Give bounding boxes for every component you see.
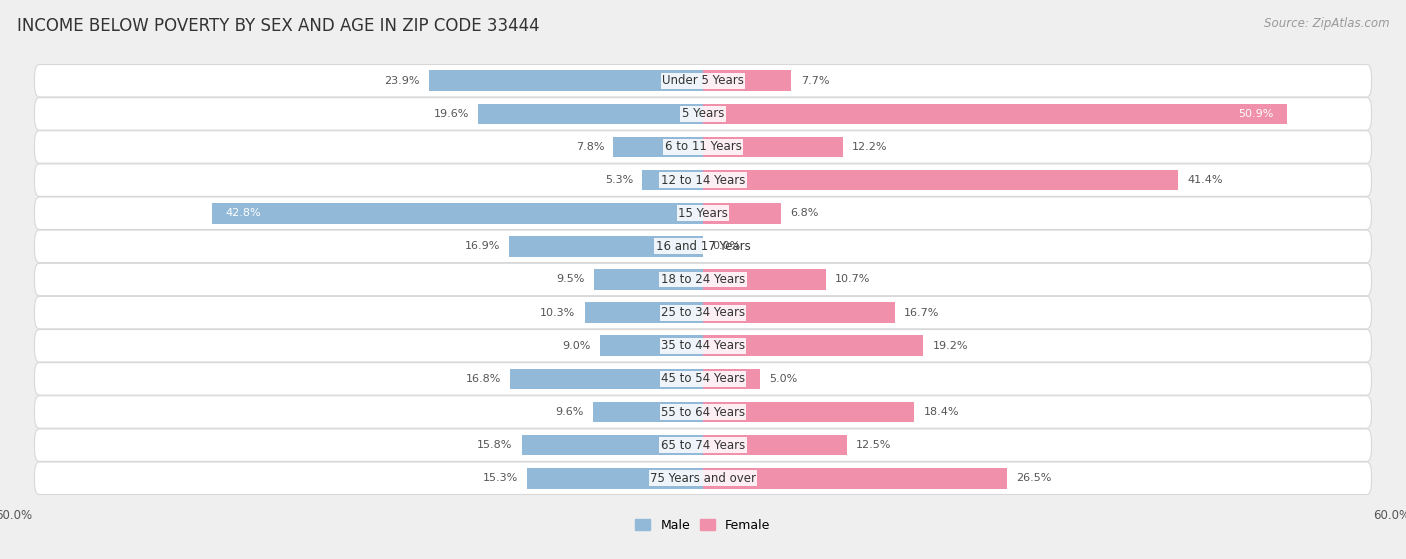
Bar: [703, 302, 894, 323]
Bar: [613, 137, 703, 157]
Text: 18 to 24 Years: 18 to 24 Years: [661, 273, 745, 286]
FancyBboxPatch shape: [35, 396, 1371, 428]
Bar: [585, 302, 703, 323]
Text: Under 5 Years: Under 5 Years: [662, 74, 744, 87]
Bar: [703, 70, 792, 91]
Bar: [703, 402, 914, 422]
Text: 6 to 11 Years: 6 to 11 Years: [665, 140, 741, 154]
Bar: [643, 170, 703, 191]
Bar: [703, 269, 825, 290]
FancyBboxPatch shape: [35, 429, 1371, 461]
Text: Source: ZipAtlas.com: Source: ZipAtlas.com: [1264, 17, 1389, 30]
Text: 9.6%: 9.6%: [555, 407, 583, 417]
Bar: [509, 236, 703, 257]
Bar: [703, 203, 782, 224]
Text: 65 to 74 Years: 65 to 74 Years: [661, 439, 745, 452]
Text: 18.4%: 18.4%: [924, 407, 959, 417]
Text: 16 and 17 Years: 16 and 17 Years: [655, 240, 751, 253]
FancyBboxPatch shape: [35, 98, 1371, 130]
Text: 5 Years: 5 Years: [682, 107, 724, 120]
Text: 9.5%: 9.5%: [557, 274, 585, 285]
FancyBboxPatch shape: [35, 230, 1371, 263]
Legend: Male, Female: Male, Female: [630, 514, 776, 537]
Bar: [478, 103, 703, 124]
Text: 9.0%: 9.0%: [562, 341, 591, 350]
Bar: [527, 468, 703, 489]
Text: 23.9%: 23.9%: [384, 75, 419, 86]
Text: 15.3%: 15.3%: [482, 473, 519, 484]
Bar: [593, 269, 703, 290]
Text: 0.0%: 0.0%: [713, 241, 741, 252]
Text: 35 to 44 Years: 35 to 44 Years: [661, 339, 745, 352]
FancyBboxPatch shape: [35, 329, 1371, 362]
Text: 12 to 14 Years: 12 to 14 Years: [661, 174, 745, 187]
Text: 19.2%: 19.2%: [932, 341, 969, 350]
Bar: [522, 435, 703, 456]
Text: 16.8%: 16.8%: [465, 374, 501, 384]
Bar: [703, 137, 844, 157]
Bar: [211, 203, 703, 224]
Bar: [703, 335, 924, 356]
Bar: [429, 70, 703, 91]
FancyBboxPatch shape: [35, 197, 1371, 230]
FancyBboxPatch shape: [35, 64, 1371, 97]
Text: 45 to 54 Years: 45 to 54 Years: [661, 372, 745, 385]
Text: 15 Years: 15 Years: [678, 207, 728, 220]
Text: 7.8%: 7.8%: [575, 142, 605, 152]
Text: 19.6%: 19.6%: [433, 109, 468, 119]
Text: 5.3%: 5.3%: [605, 175, 633, 185]
Bar: [703, 170, 1178, 191]
FancyBboxPatch shape: [35, 462, 1371, 495]
FancyBboxPatch shape: [35, 263, 1371, 296]
Text: 5.0%: 5.0%: [769, 374, 797, 384]
Bar: [703, 368, 761, 389]
Text: 25 to 34 Years: 25 to 34 Years: [661, 306, 745, 319]
Bar: [593, 402, 703, 422]
Text: 16.9%: 16.9%: [464, 241, 499, 252]
Text: 12.5%: 12.5%: [856, 440, 891, 450]
Text: 10.7%: 10.7%: [835, 274, 870, 285]
Text: 75 Years and over: 75 Years and over: [650, 472, 756, 485]
FancyBboxPatch shape: [35, 164, 1371, 196]
FancyBboxPatch shape: [35, 296, 1371, 329]
FancyBboxPatch shape: [35, 363, 1371, 395]
Text: 16.7%: 16.7%: [904, 307, 939, 318]
FancyBboxPatch shape: [35, 131, 1371, 163]
Bar: [703, 435, 846, 456]
Text: 6.8%: 6.8%: [790, 209, 818, 218]
Text: 42.8%: 42.8%: [225, 209, 262, 218]
Text: 15.8%: 15.8%: [477, 440, 512, 450]
Text: INCOME BELOW POVERTY BY SEX AND AGE IN ZIP CODE 33444: INCOME BELOW POVERTY BY SEX AND AGE IN Z…: [17, 17, 540, 35]
Bar: [510, 368, 703, 389]
Bar: [599, 335, 703, 356]
Text: 26.5%: 26.5%: [1017, 473, 1052, 484]
Text: 41.4%: 41.4%: [1188, 175, 1223, 185]
Text: 55 to 64 Years: 55 to 64 Years: [661, 405, 745, 419]
Text: 7.7%: 7.7%: [800, 75, 830, 86]
Text: 50.9%: 50.9%: [1239, 109, 1274, 119]
Text: 10.3%: 10.3%: [540, 307, 575, 318]
Text: 12.2%: 12.2%: [852, 142, 887, 152]
Bar: [703, 468, 1007, 489]
Bar: [703, 103, 1288, 124]
